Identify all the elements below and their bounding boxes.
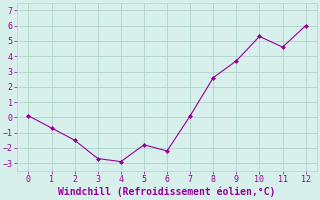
X-axis label: Windchill (Refroidissement éolien,°C): Windchill (Refroidissement éolien,°C) [58, 187, 276, 197]
